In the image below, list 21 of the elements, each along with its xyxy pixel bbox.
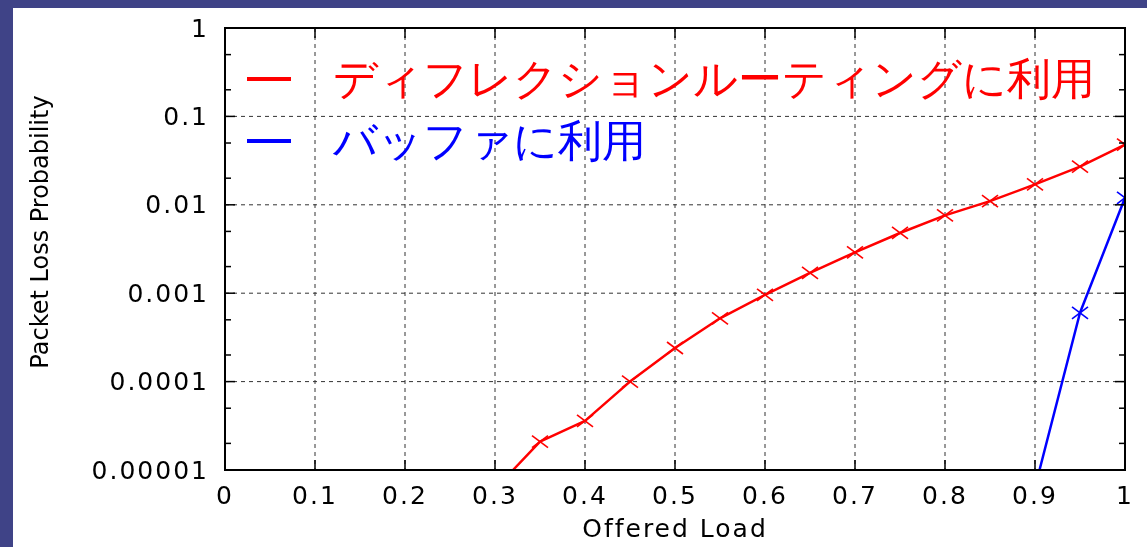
x-tick-label: 0.7 [832, 480, 878, 510]
x-tick-label: 0.8 [922, 480, 968, 510]
x-tick-label: 0.2 [382, 480, 428, 510]
x-tick-label: 0.3 [472, 480, 518, 510]
y-tick-label: 0.0001 [109, 367, 209, 397]
x-tick-label: 0.1 [292, 480, 338, 510]
y-tick-label: 1 [191, 13, 209, 43]
x-tick-label: 0.9 [1012, 480, 1058, 510]
y-tick-label: 0.1 [163, 101, 209, 131]
legend-label: バッファに利用 [333, 114, 646, 168]
x-axis-title: Offered Load [582, 513, 768, 543]
y-tick-label: 0.01 [145, 190, 209, 220]
x-tick-label: 0.4 [562, 480, 608, 510]
x-tick-label: 0.6 [742, 480, 788, 510]
x-tick-label: 0.5 [652, 480, 698, 510]
x-tick-label: 1 [1116, 480, 1134, 510]
legend-label: ディフレクションルーティングに利用 [333, 52, 1095, 106]
y-tick-label: 0.001 [127, 278, 209, 308]
y-tick-label: 0.00001 [91, 455, 209, 485]
y-axis-title: Packet Loss Probability [26, 95, 54, 369]
x-tick-label: 0 [216, 480, 234, 510]
